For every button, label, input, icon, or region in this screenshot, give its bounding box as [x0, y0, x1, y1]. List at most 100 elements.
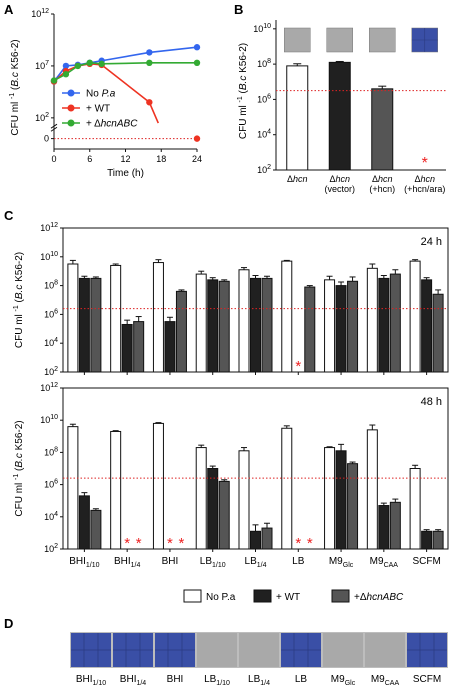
panel-c48-bar — [78, 495, 90, 550]
panel-a-ytick-label: 107 — [35, 60, 49, 71]
panel-c48-bar — [110, 430, 122, 550]
panel-c24-ytick-label: 108 — [44, 280, 58, 291]
panel-b-ytick-label: 108 — [257, 58, 271, 69]
series-point-2 — [193, 59, 201, 67]
panel-c48-bar — [218, 480, 230, 550]
panel-c24-ytick-label: 1012 — [40, 222, 58, 233]
panel-c48-ytick-label: 1012 — [40, 382, 58, 393]
panel-b-ylabel: CFU ml -1 (B.c K56-2) — [237, 43, 249, 139]
panel-c48-xtick-label: M9CAA — [370, 556, 399, 569]
panel-b-bar — [328, 61, 351, 171]
panel-c48-bar — [281, 427, 293, 550]
legend-marker — [67, 104, 75, 112]
panel-c24-bar — [366, 267, 378, 373]
legend-label: No P.a — [86, 89, 116, 100]
panel-b-xtick-label-2: (+hcn/ara) — [404, 184, 445, 194]
panel-c48-bar — [207, 468, 219, 550]
panel-c24-bar — [250, 277, 261, 373]
panel-c48-ylabel: CFU ml -1 (B.c K56-2) — [13, 420, 25, 516]
panel-d-label: LB1/10 — [204, 674, 230, 687]
panel-c24-bar — [67, 263, 79, 373]
panel-a-ylabel: CFU ml -1 (B.c K56-2) — [9, 39, 21, 135]
panel-c24-asterisk: * — [295, 358, 301, 375]
series-point-2 — [86, 59, 93, 67]
panel-c48-bar — [195, 447, 207, 550]
panel-d-label: BHI1/10 — [76, 674, 106, 687]
panel-d-tile — [323, 633, 363, 667]
panel-c24-ylabel: CFU ml -1 (B.c K56-2) — [13, 252, 25, 348]
panel-c24-bar — [90, 277, 102, 373]
panel-label-b: B — [234, 2, 243, 17]
panel-c48-asterisk: * — [295, 535, 301, 552]
legend: No P.a + WT +ΔhcnABC — [183, 589, 404, 603]
panel-c48-bar — [389, 501, 401, 550]
panel-c48-time-label: 48 h — [421, 396, 442, 408]
panel-b-ytick-label: 106 — [257, 93, 271, 104]
panel-c24-bar — [378, 277, 390, 373]
panel-a-xtick-label: 0 — [51, 154, 56, 164]
panel-c24-bar — [409, 260, 421, 373]
panel-c24-bar — [281, 260, 293, 373]
legend-label: + WT — [276, 592, 300, 603]
panel-c24-bar — [335, 285, 347, 373]
panel-c24-bar — [207, 279, 219, 373]
panel-b-ytick-label: 104 — [257, 129, 271, 140]
panel-b-xtick-label: Δhcn — [414, 174, 435, 184]
panel-c48-ytick-label: 1010 — [40, 414, 58, 425]
panel-d-label: BHI — [167, 674, 184, 685]
panel-c48-asterisk: * — [179, 535, 185, 552]
panel-b-xtick-label: Δhcn — [329, 174, 350, 184]
panel-b-asterisk: * — [422, 155, 428, 172]
panel-d-label: LB1/4 — [248, 674, 270, 687]
panel-c48-bar — [421, 530, 433, 550]
panel-c24-bar — [324, 279, 336, 373]
panel-c24-bar — [432, 293, 444, 373]
panel-c24-bar — [133, 321, 145, 373]
panel-c48-asterisk: * — [136, 535, 142, 552]
legend-label: + ΔhcnABC — [86, 119, 138, 130]
panel-a-axis-break — [50, 126, 58, 132]
panel-b-ytick-label: 102 — [257, 164, 271, 175]
legend-swatch — [183, 589, 202, 603]
legend-label: +ΔhcnABC — [354, 592, 404, 603]
panel-a-xtick-label: 6 — [87, 154, 92, 164]
panel-d-tile — [239, 633, 279, 667]
panel-b-chart: 102 104 106 108 1010 CFU ml -1 (B.c K56-2) Δhc… — [237, 20, 446, 194]
panel-b-tile — [326, 27, 353, 53]
panel-label-d: D — [4, 616, 13, 631]
panel-c48-asterisk: * — [124, 535, 130, 552]
panel-d-label: M9CAA — [371, 674, 400, 687]
legend-label: No P.a — [206, 592, 236, 603]
panel-c48-ytick-label: 106 — [44, 479, 58, 490]
panel-c48-asterisk: * — [167, 535, 173, 552]
series-point-wt — [146, 99, 153, 106]
panel-c48-xtick-label: BHI1/4 — [114, 556, 141, 569]
panel-c48-xtick-label: BHI — [162, 556, 179, 567]
panel-b-xtick-label: Δhcn — [287, 174, 308, 184]
panel-c24-bar — [389, 273, 401, 373]
panel-c48-ytick-label: 102 — [44, 543, 58, 554]
series-point-2 — [74, 62, 82, 70]
panel-c48-bar — [238, 450, 250, 550]
panel-b-xtick-label-2: (+hcn) — [369, 184, 395, 194]
panel-c24-bar — [175, 290, 187, 373]
panel-c24-bar — [421, 279, 433, 373]
panel-c24-bar — [195, 273, 207, 373]
panel-d-tile — [365, 633, 405, 667]
panel-a-xtick-label: 18 — [156, 154, 166, 164]
panel-c24-ytick-label: 104 — [44, 337, 58, 348]
panel-d-label: BHI1/4 — [120, 674, 147, 687]
legend-marker — [67, 89, 75, 97]
series-point-0 — [146, 49, 153, 56]
series-point-2 — [146, 59, 153, 67]
series-point-2 — [50, 77, 58, 84]
panel-a-chart: 102 107 1012 00 6 12 18 24 Time (h) CFU ml -1 (B.… — [9, 8, 202, 179]
panel-d-label: LB — [295, 674, 308, 685]
panel-c48-bar — [250, 530, 261, 550]
panel-c48-bar — [90, 509, 102, 550]
panel-a-ytick-label: 102 — [35, 112, 49, 123]
panel-c24-bar — [121, 323, 133, 373]
panel-b-xtick-label-2: (vector) — [324, 184, 355, 194]
panel-c24-bar — [218, 280, 230, 373]
